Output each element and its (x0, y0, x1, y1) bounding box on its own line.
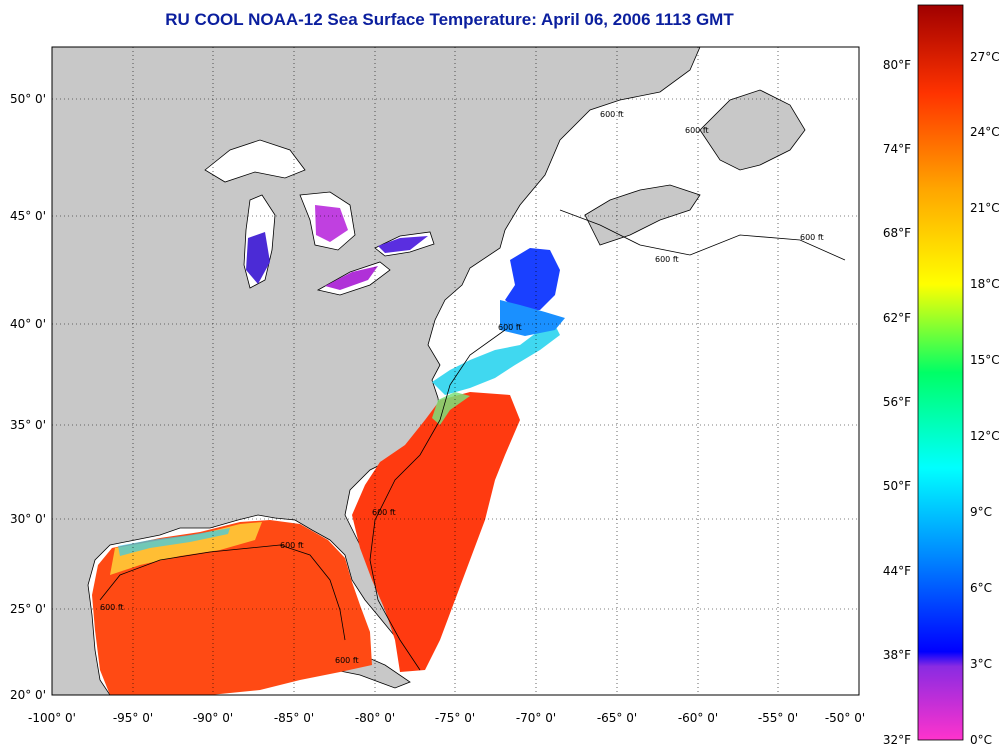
grid-lines (52, 47, 859, 695)
colorbar-f-label: 44°F (883, 564, 911, 578)
contour-label: 600 ft (685, 126, 709, 135)
atlantic-midshelf-sst (432, 392, 470, 425)
contour-label: 600 ft (498, 323, 522, 332)
colorbar-c-label: 18°C (970, 277, 1000, 291)
colorbar-celsius-labels: 27°C 24°C 21°C 18°C 15°C 12°C 9°C 6°C 3°… (970, 50, 1000, 747)
lake-erie-sst (325, 266, 378, 290)
lake-superior (204, 139, 306, 183)
newfoundland-land (699, 89, 806, 171)
depth-contour-600ft-gulf (99, 544, 346, 641)
lat-tick-label: 40° 0' (10, 317, 46, 331)
colorbar-f-label: 62°F (883, 311, 911, 325)
colorbar-fahrenheit-labels: 80°F 74°F 68°F 62°F 56°F 50°F 44°F 38°F … (883, 58, 911, 747)
lat-tick-label: 25° 0' (10, 602, 46, 616)
colorbar-c-label: 6°C (970, 581, 992, 595)
lake-ontario-sst (378, 236, 428, 253)
lon-tick-label: -50° 0' (825, 711, 865, 725)
atlantic-gulfstream-sst (352, 392, 520, 672)
colorbar-f-label: 74°F (883, 142, 911, 156)
lake-huron-sst (315, 205, 348, 242)
lat-tick-label: 30° 0' (10, 512, 46, 526)
depth-contour-600ft-south (369, 329, 506, 671)
gulf-coastal-cool-sst (110, 522, 262, 575)
colorbar-f-label: 56°F (883, 395, 911, 409)
atlantic-north-cyan-sst (432, 325, 560, 395)
lake-michigan-sst (246, 232, 270, 284)
contour-label: 600 ft (372, 508, 396, 517)
colorbar-c-label: 12°C (970, 429, 1000, 443)
map-title: RU COOL NOAA-12 Sea Surface Temperature:… (165, 10, 734, 29)
lon-tick-label: -85° 0' (274, 711, 314, 725)
colorbar-c-label: 9°C (970, 505, 992, 519)
contour-label: 600 ft (800, 233, 824, 242)
latitude-ticks: 50° 0' 45° 0' 40° 0' 35° 0' 30° 0' 25° 0… (10, 92, 46, 702)
colorbar-f-label: 38°F (883, 648, 911, 662)
colorbar-f-label: 32°F (883, 733, 911, 747)
lon-tick-label: -95° 0' (113, 711, 153, 725)
colorbar-f-label: 80°F (883, 58, 911, 72)
colorbar-f-label: 50°F (883, 479, 911, 493)
colorbar-gradient (917, 4, 964, 741)
lon-tick-label: -90° 0' (193, 711, 233, 725)
lat-tick-label: 50° 0' (10, 92, 46, 106)
contour-label: 600 ft (100, 603, 124, 612)
colorbar-f-label: 68°F (883, 226, 911, 240)
gulf-of-maine-blue-sst (505, 248, 560, 312)
georges-bank-sst (500, 300, 565, 336)
nova-scotia-land (584, 184, 701, 246)
lon-tick-label: -75° 0' (435, 711, 475, 725)
lon-tick-label: -100° 0' (28, 711, 76, 725)
colorbar-c-label: 3°C (970, 657, 992, 671)
lon-tick-label: -70° 0' (516, 711, 556, 725)
contour-label: 600 ft (600, 110, 624, 119)
longitude-ticks: -100° 0' -95° 0' -90° 0' -85° 0' -80° 0'… (28, 711, 865, 725)
colorbar: 80°F 74°F 68°F 62°F 56°F 50°F 44°F 38°F … (883, 4, 1000, 747)
contour-labels: 600 ft 600 ft 600 ft 600 ft 600 ft 600 f… (100, 110, 824, 665)
lon-tick-label: -60° 0' (678, 711, 718, 725)
map-frame (51, 46, 860, 696)
colorbar-c-label: 21°C (970, 201, 1000, 215)
contour-label: 600 ft (655, 255, 679, 264)
contour-label: 600 ft (335, 656, 359, 665)
lon-tick-label: -80° 0' (355, 711, 395, 725)
lat-tick-label: 45° 0' (10, 209, 46, 223)
lat-tick-label: 20° 0' (10, 688, 46, 702)
lat-tick-label: 35° 0' (10, 418, 46, 432)
gulf-shelf-cyan-sst (118, 528, 230, 556)
colorbar-c-label: 0°C (970, 733, 992, 747)
lon-tick-label: -65° 0' (597, 711, 637, 725)
gulf-of-mexico-sst (92, 520, 372, 695)
contour-label: 600 ft (280, 541, 304, 550)
lon-tick-label: -55° 0' (758, 711, 798, 725)
colorbar-c-label: 15°C (970, 353, 1000, 367)
map-panel (52, 47, 859, 695)
colorbar-c-label: 24°C (970, 125, 1000, 139)
colorbar-c-label: 27°C (970, 50, 1000, 64)
depth-contour-600ft (559, 209, 846, 261)
